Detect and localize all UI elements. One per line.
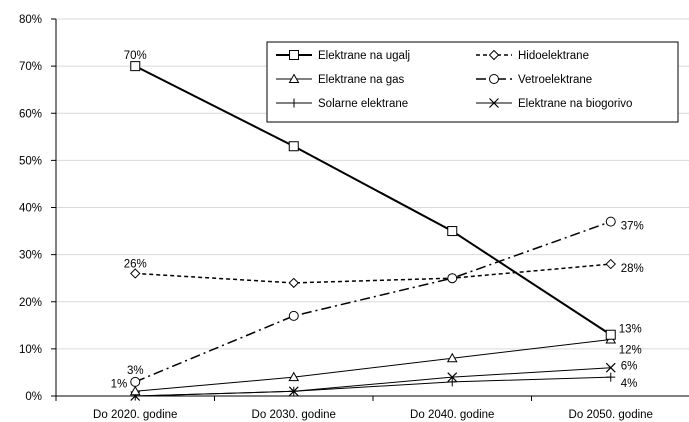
- legend-entry: Elektrane na ugalj: [276, 50, 410, 62]
- series-vetroelektrane: [130, 216, 616, 387]
- data-label: 1%: [111, 378, 128, 390]
- legend-label: Elektrane na biogorivo: [518, 98, 632, 110]
- legend-entry: Hidoelektrane: [476, 49, 589, 62]
- series-hidoelektrane: [130, 258, 616, 289]
- marker-circle: [288, 310, 299, 321]
- axes: 0% 10% 20% 30% 40% 50% 60% 70% 80% Do 2020. godin…: [19, 14, 689, 421]
- marker-cross: [489, 98, 499, 108]
- series-elektrane-na-gas: [129, 333, 617, 396]
- legend-entry: Elektrane na biogorivo: [476, 98, 632, 110]
- marker-diamond: [288, 277, 299, 289]
- y-tick-label: 70%: [19, 61, 42, 73]
- data-label: 12%: [619, 344, 642, 356]
- data-label: 3%: [127, 365, 144, 377]
- data-label: 4%: [621, 378, 638, 390]
- marker-diamond: [488, 49, 500, 61]
- y-tick-label: 30%: [19, 250, 42, 262]
- series-line: [135, 376, 611, 397]
- marker-square: [289, 50, 299, 60]
- legend-label: Elektrane na gas: [318, 74, 405, 86]
- y-tick-label: 40%: [19, 203, 42, 215]
- y-tick-label: 20%: [19, 297, 42, 309]
- marker-triangle: [446, 352, 458, 363]
- x-tick-label: Do 2020. godine: [93, 409, 177, 421]
- x-tick-label: Do 2030. godine: [252, 409, 336, 421]
- x-tick-label: Do 2050. godine: [569, 409, 653, 421]
- data-label: 37%: [621, 221, 644, 233]
- y-tick-label: 80%: [19, 14, 42, 26]
- x-tick-label: Do 2040. godine: [410, 409, 494, 421]
- legend-entry: Vetroelektrane: [476, 74, 592, 86]
- marker-square: [605, 329, 616, 340]
- marker-plus: [606, 372, 616, 382]
- legend-label: Vetroelektrane: [518, 74, 592, 86]
- marker-cross: [288, 386, 299, 397]
- series-line: [134, 65, 612, 336]
- marker-circle: [130, 376, 141, 387]
- legend-label: Hidoelektrane: [518, 50, 589, 62]
- series-line: [135, 263, 611, 284]
- series-line: [134, 220, 612, 383]
- marker-square: [130, 61, 141, 72]
- marker-circle: [605, 216, 616, 227]
- data-label: 13%: [619, 324, 642, 336]
- data-label: 26%: [124, 258, 147, 270]
- marker-circle: [447, 273, 458, 284]
- legend-entry: Solarne elektrane: [276, 98, 408, 110]
- series-layer: [129, 61, 617, 401]
- legend: Elektrane na ugalj Hidoelektrane Elektrane…: [266, 41, 679, 123]
- series-line: [135, 367, 611, 397]
- y-tick-label: 60%: [19, 108, 42, 120]
- series-elektrane-na-biogorivo: [130, 362, 616, 401]
- y-tick-label: 0%: [25, 391, 42, 403]
- data-labels: 70% 13% 26% 28% 1% 12% 3% 37% 4% 6%: [111, 50, 644, 390]
- data-label: 28%: [621, 263, 644, 275]
- marker-cross: [605, 362, 616, 373]
- legend-box: [266, 41, 679, 123]
- marker-square: [447, 226, 458, 237]
- legend-entry: Elektrane na gas: [276, 73, 405, 86]
- marker-triangle: [129, 385, 141, 396]
- data-label: 6%: [621, 361, 638, 373]
- marker-diamond: [130, 268, 141, 279]
- marker-plus: [289, 98, 299, 108]
- marker-triangle: [288, 73, 300, 83]
- series-line: [135, 338, 611, 392]
- marker-cross: [447, 372, 458, 383]
- marker-plus: [447, 377, 457, 387]
- marker-circle: [489, 74, 499, 84]
- marker-square: [288, 141, 299, 152]
- marker-diamond: [605, 258, 616, 270]
- y-tick-label: 10%: [19, 344, 42, 356]
- marker-triangle: [288, 371, 300, 382]
- legend-label: Elektrane na ugalj: [318, 50, 410, 62]
- legend-label: Solarne elektrane: [318, 98, 408, 110]
- y-tick-label: 50%: [19, 155, 42, 167]
- data-label: 70%: [124, 50, 147, 62]
- series-elektrane-na-ugalj: [130, 61, 616, 340]
